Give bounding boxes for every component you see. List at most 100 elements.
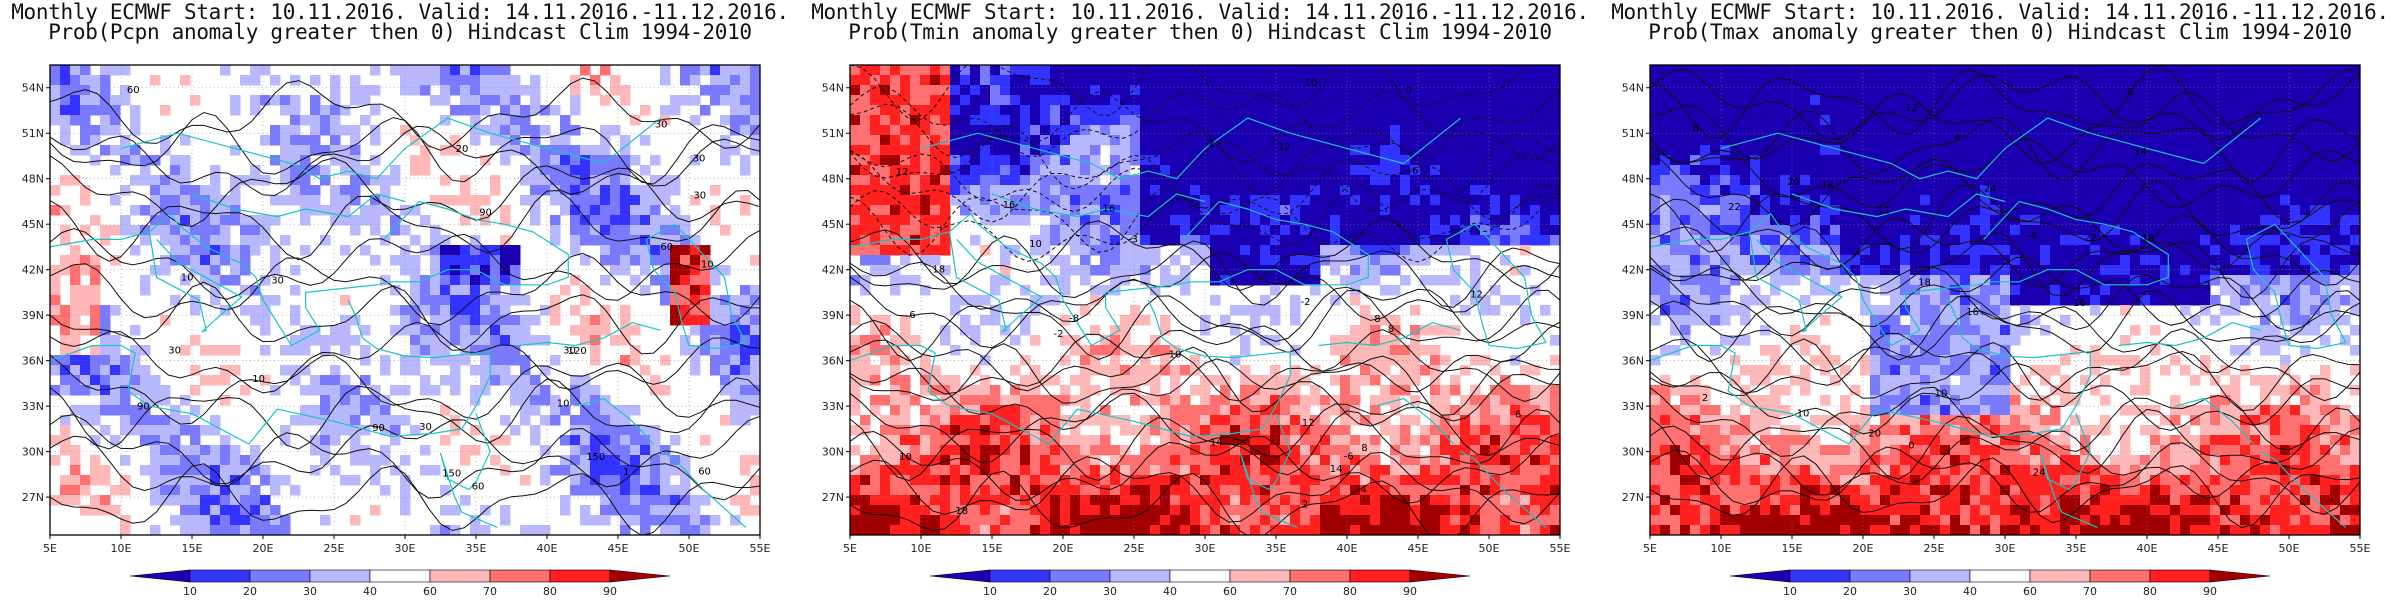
colorbar-swatch <box>249 569 311 583</box>
lat-tick-label: 30N <box>22 446 44 459</box>
contour-label: 14 <box>1210 438 1223 449</box>
contour-label: 10 <box>181 272 194 283</box>
colorbar-tick-label: 10 <box>1783 585 1797 598</box>
contour-label: 16 <box>1003 200 1016 211</box>
lat-tick-label: 54N <box>22 82 44 95</box>
contour-labels: 60 30 150 90 120 60 30 90 20 150 30 10 60 30 30 30 90 60 1… <box>127 85 714 492</box>
colorbar-tick-label: 30 <box>1103 585 1117 598</box>
contour-label: 20 <box>1787 177 1800 188</box>
lat-tick-label: 45N <box>822 218 844 231</box>
colorbar-tick-label: 90 <box>2203 585 2217 598</box>
colorbar-swatch <box>2029 569 2091 583</box>
lon-tick-label: 30E <box>1195 542 1216 555</box>
lon-tick-label: 50E <box>2279 542 2300 555</box>
contour-label: 30 <box>168 346 181 357</box>
lon-tick-label: 50E <box>1479 542 1500 555</box>
map-pcpn: 6030150901206030902015030106030303090601… <box>22 64 771 598</box>
contour-lines <box>50 77 760 535</box>
contour-label: 12 <box>1278 142 1291 153</box>
lon-tick-label: 25E <box>1124 542 1145 555</box>
lon-tick-label: 55E <box>2350 542 2371 555</box>
panel-title-line1: Monthly ECMWF Start: 10.11.2016. Valid: … <box>811 0 1589 24</box>
colorbar-swatch <box>929 569 991 583</box>
colorbar-tick-label: 70 <box>1283 585 1297 598</box>
contour-label: 120 <box>568 346 587 357</box>
colorbar-swatch <box>2149 569 2211 583</box>
colorbar: 10 20 30 40 60 70 80 90 <box>1729 569 2271 598</box>
contour-label: 18 <box>932 265 945 276</box>
colorbar-tick-label: 10 <box>983 585 997 598</box>
lon-tick-label: 30E <box>1995 542 2016 555</box>
colorbar-swatch <box>1969 569 2031 583</box>
colorbar-tick-label: 20 <box>243 585 257 598</box>
contour-label: 6 <box>909 310 915 321</box>
colorbar-swatch <box>129 569 191 583</box>
colorbar-tick-label: 80 <box>1343 585 1357 598</box>
colorbar-tick-label: 30 <box>303 585 317 598</box>
contour-label: 22 <box>2084 233 2097 244</box>
contour-labels: -8 -6 -2 0 -2 -4 -3 -6 2 8 14 10 16 12 18 10 14 16 12 -2 12 8… <box>896 78 1521 517</box>
contour-label: -3 <box>1128 234 1138 245</box>
contour-label: -2 <box>2201 281 2211 292</box>
contour-label: 14 <box>1821 181 1834 192</box>
contour-label: -2 <box>1054 329 1064 340</box>
contour-label: 30 <box>693 191 706 202</box>
contour-label: -6 <box>1409 166 1419 177</box>
colorbar: 10 20 30 40 60 70 80 90 <box>129 569 671 598</box>
contour-label: 30 <box>563 346 576 357</box>
contour-label: 90 <box>372 423 385 434</box>
contour-label: 18 <box>2142 234 2155 245</box>
colorbar-tick-label: 80 <box>2143 585 2157 598</box>
contour-label: 10 <box>1169 350 1182 361</box>
contour-label: 30 <box>271 276 284 287</box>
lon-tick-label: 15E <box>1782 542 1803 555</box>
contour-label: 150 <box>442 469 461 480</box>
contour-label: 10 <box>1935 388 1948 399</box>
coastlines-borders <box>1650 117 2347 528</box>
contour-label: 12 <box>896 167 909 178</box>
contour-label: 24 <box>1984 183 1997 194</box>
panel-title-line1: Monthly ECMWF Start: 10.11.2016. Valid: … <box>1611 0 2389 24</box>
colorbar-tick-label: 10 <box>183 585 197 598</box>
map-tmin: -8 -6 -2 0 -2 -4 -3 -6 2 8 14 10 16 12 18 10 14 16 12 -2 12 8… <box>822 64 1571 598</box>
colorbar-swatch <box>1909 569 1971 583</box>
contour-label: 24 <box>2033 468 2046 479</box>
contour-label: 16 <box>1966 307 1979 318</box>
colorbar-tick-label: 20 <box>1843 585 1857 598</box>
panel-title-line1: Monthly ECMWF Start: 10.11.2016. Valid: … <box>11 0 789 24</box>
contour-label: 12 <box>1905 103 1918 114</box>
lon-tick-label: 10E <box>111 542 132 555</box>
lon-tick-label: 30E <box>395 542 416 555</box>
colorbar-tick-label: 70 <box>483 585 497 598</box>
lat-tick-label: 51N <box>822 127 844 140</box>
panel-title-line2: Prob(Tmin anomaly greater then 0) Hindca… <box>848 20 1552 44</box>
colorbar-swatch <box>549 569 611 583</box>
contour-label: 6 <box>1515 409 1521 420</box>
contour-label: 12 <box>1470 290 1483 301</box>
contour-label: 10 <box>899 452 912 463</box>
colorbar-tick-label: 30 <box>1903 585 1917 598</box>
contour-label: 10 <box>1029 239 1042 250</box>
lon-tick-label: 20E <box>1053 542 1074 555</box>
colorbar-tick-label: 90 <box>603 585 617 598</box>
lat-tick-label: 27N <box>1622 491 1644 504</box>
contour-label: 12 <box>1877 206 1890 217</box>
lat-tick-label: 36N <box>22 355 44 368</box>
lon-tick-label: 5E <box>43 542 57 555</box>
contour-label: 8 <box>1388 324 1394 335</box>
contour-label: -4 <box>2027 231 2037 242</box>
colorbar-swatch <box>1289 569 1351 583</box>
colorbar-swatch <box>1349 569 1411 583</box>
coastlines-borders <box>50 117 747 528</box>
coastlines-borders <box>850 117 1547 528</box>
lat-tick-label: 36N <box>822 355 844 368</box>
colorbar-swatch <box>1729 569 1791 583</box>
contour-label: 10 <box>1305 78 1318 89</box>
lat-tick-label: 36N <box>1622 355 1644 368</box>
contour-label: 10 <box>1797 408 1810 419</box>
contour-label: 10 <box>252 374 265 385</box>
lon-tick-label: 35E <box>1266 542 1287 555</box>
contour-label: 20 <box>1868 428 1881 439</box>
colorbar-swatch <box>1789 569 1851 583</box>
lon-tick-label: 45E <box>608 542 629 555</box>
